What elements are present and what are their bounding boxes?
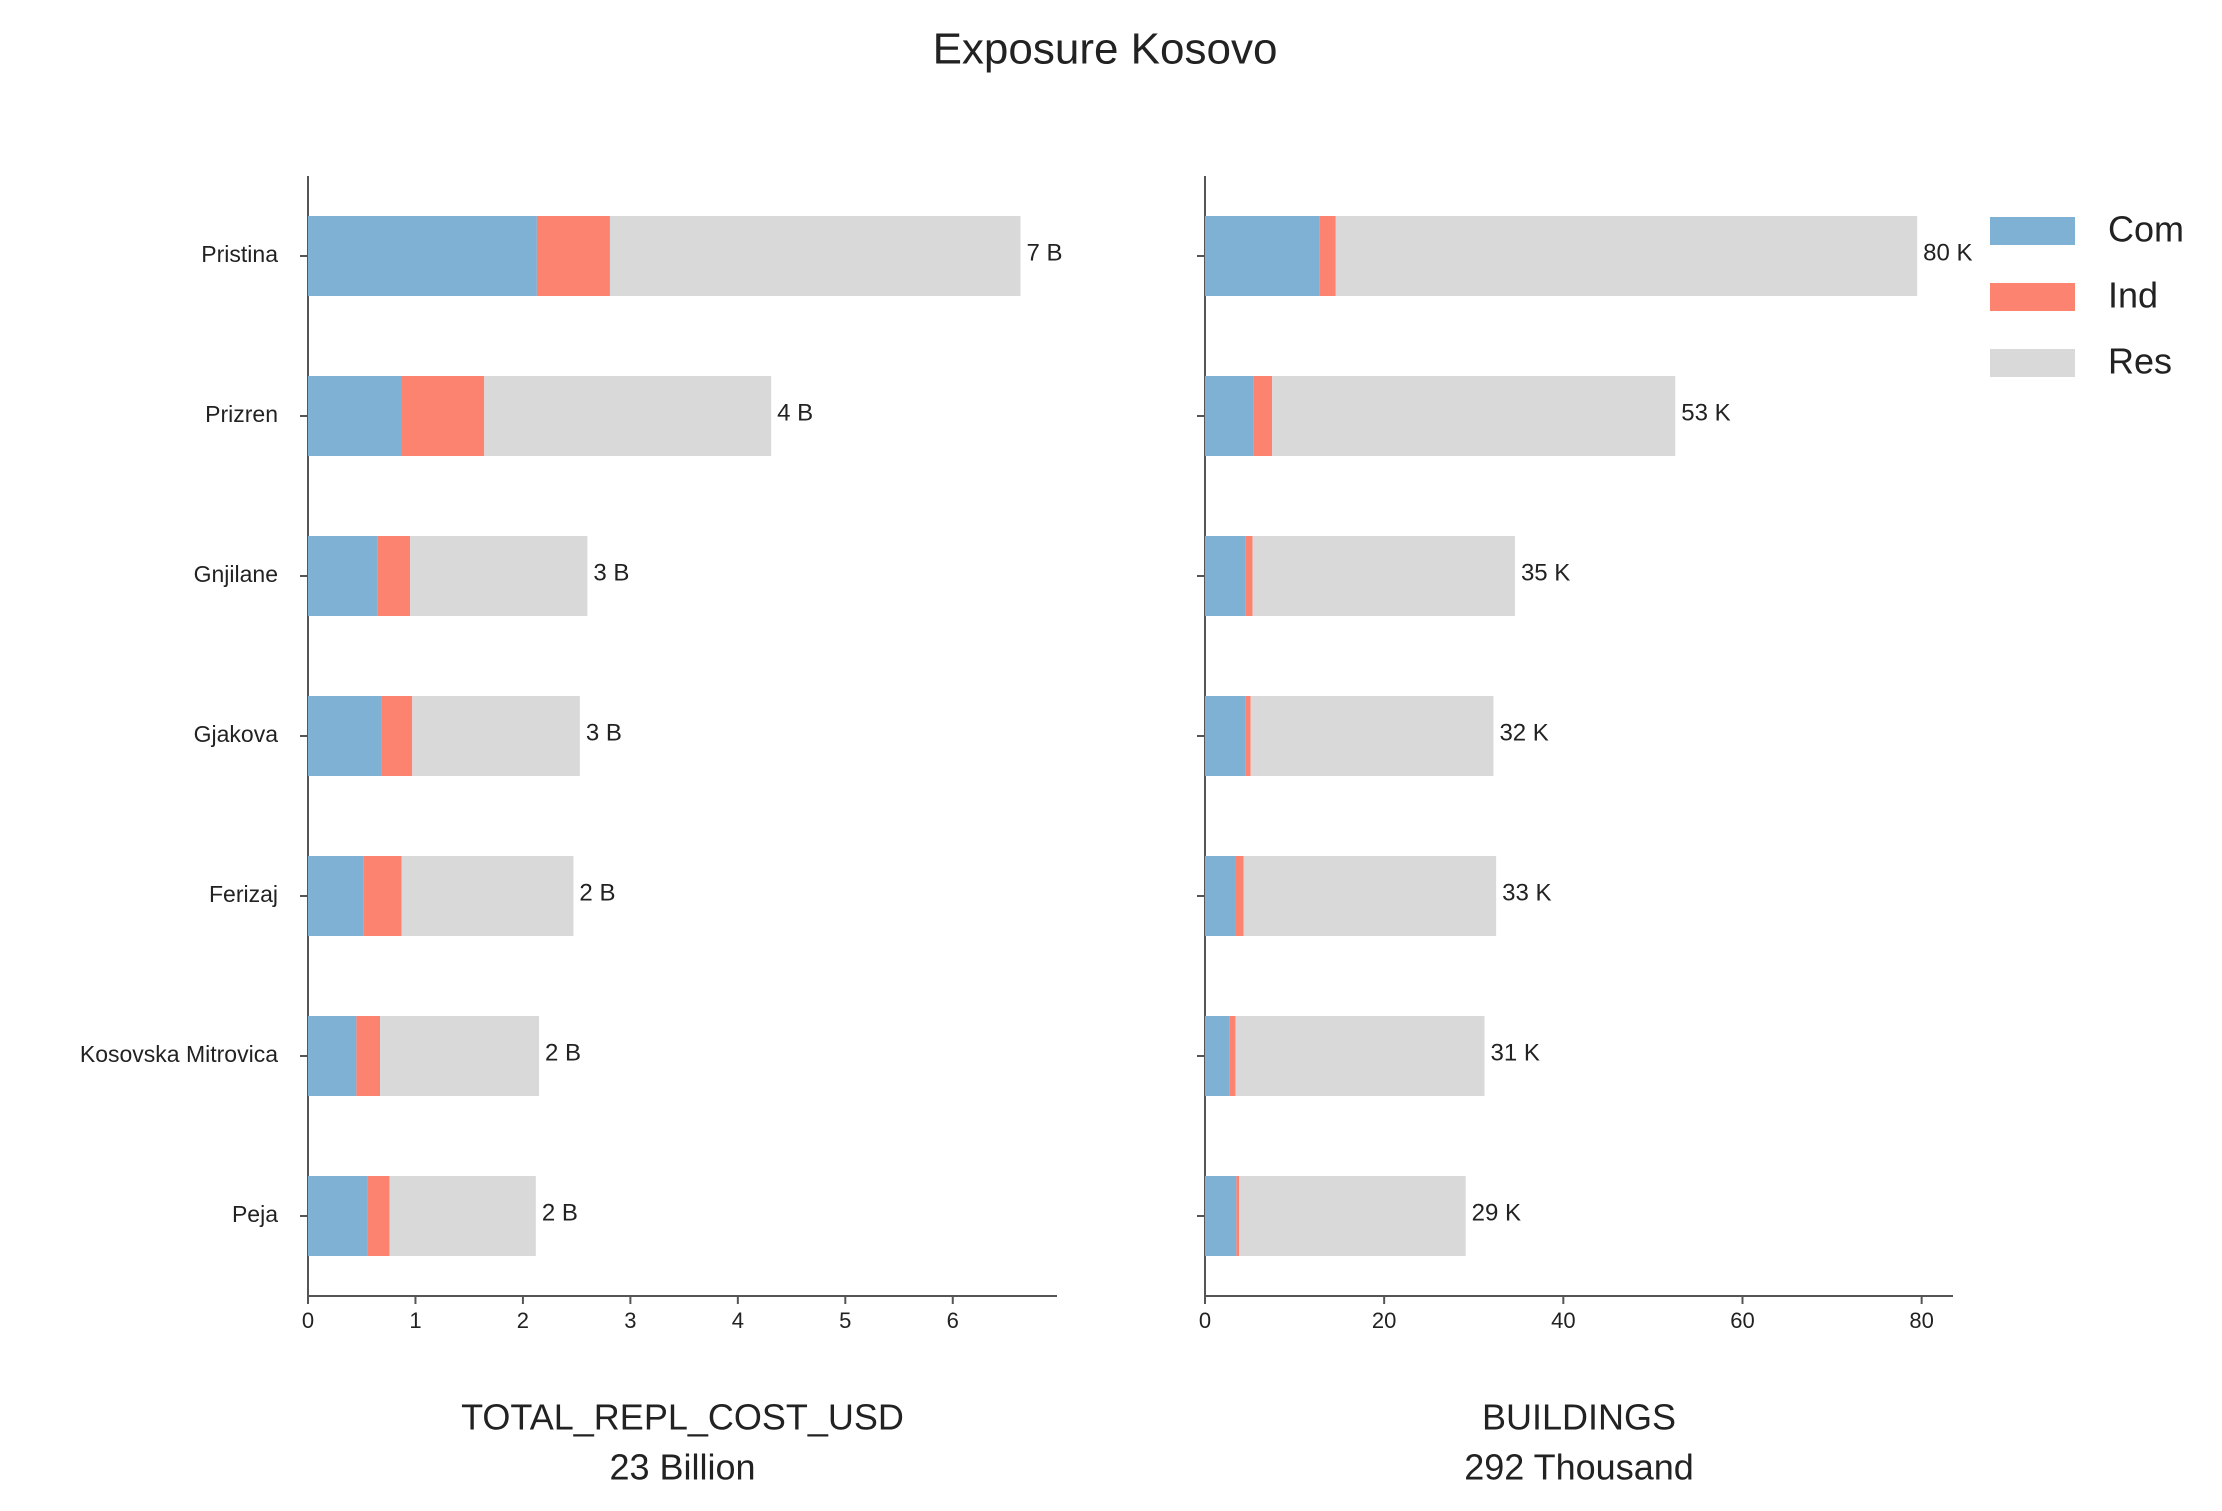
bar-segment bbox=[1205, 696, 1246, 776]
total-label: 53 K bbox=[1681, 399, 1730, 426]
legend-label: Res bbox=[2108, 341, 2172, 382]
bar-segment bbox=[536, 216, 610, 296]
total-label: 33 K bbox=[1502, 879, 1551, 906]
bar-segment bbox=[1205, 1176, 1237, 1256]
bar-segment bbox=[410, 536, 588, 616]
bar-segment bbox=[1235, 856, 1244, 936]
bar-segment bbox=[1235, 1016, 1485, 1096]
x-axis-total: 23 Billion bbox=[609, 1447, 755, 1488]
x-tick-label: 0 bbox=[1199, 1308, 1211, 1333]
bar-segment bbox=[1319, 216, 1336, 296]
x-tick-label: 80 bbox=[1909, 1308, 1933, 1333]
bar-segment bbox=[412, 696, 580, 776]
bar-segment bbox=[308, 216, 537, 296]
legend-swatch bbox=[1990, 217, 2075, 245]
x-axis-label: BUILDINGS bbox=[1482, 1397, 1676, 1438]
legend-swatch bbox=[1990, 349, 2075, 377]
bar-segment bbox=[1245, 536, 1253, 616]
bar-segment bbox=[308, 1016, 357, 1096]
bar-segment bbox=[1253, 376, 1273, 456]
x-tick-label: 20 bbox=[1372, 1308, 1396, 1333]
bar-segment bbox=[363, 856, 402, 936]
x-tick-label: 40 bbox=[1551, 1308, 1575, 1333]
y-tick-label: Kosovska Mitrovica bbox=[80, 1041, 278, 1067]
figure-title: Exposure Kosovo bbox=[933, 25, 1278, 74]
x-tick-label: 3 bbox=[624, 1308, 636, 1333]
bar-segment bbox=[1205, 856, 1236, 936]
x-tick-label: 4 bbox=[732, 1308, 744, 1333]
bar-segment bbox=[379, 1016, 540, 1096]
x-tick-label: 60 bbox=[1730, 1308, 1754, 1333]
bar-segment bbox=[308, 696, 382, 776]
bar-segment bbox=[1335, 216, 1918, 296]
bar-segment bbox=[1245, 696, 1251, 776]
bar-segment bbox=[1205, 216, 1320, 296]
x-tick-label: 1 bbox=[409, 1308, 421, 1333]
total-label: 2 B bbox=[542, 1199, 578, 1226]
total-label: 3 B bbox=[593, 559, 629, 586]
legend-label: Com bbox=[2108, 209, 2184, 250]
total-label: 4 B bbox=[777, 399, 813, 426]
y-tick-label: Gnjilane bbox=[194, 561, 278, 587]
y-tick-label: Peja bbox=[232, 1201, 278, 1227]
bar-segment bbox=[1239, 1176, 1466, 1256]
bar-segment bbox=[401, 376, 485, 456]
bar-segment bbox=[1243, 856, 1497, 936]
bar-segment bbox=[1250, 696, 1494, 776]
x-tick-label: 0 bbox=[302, 1308, 314, 1333]
total-label: 2 B bbox=[579, 879, 615, 906]
bar-segment bbox=[1252, 536, 1515, 616]
bar-segment bbox=[377, 536, 411, 616]
bar-segment bbox=[308, 376, 402, 456]
bar-segment bbox=[401, 856, 574, 936]
bar-segment bbox=[356, 1016, 380, 1096]
total-label: 35 K bbox=[1521, 559, 1570, 586]
total-label: 3 B bbox=[586, 719, 622, 746]
bar-segment bbox=[381, 696, 413, 776]
x-axis-label: TOTAL_REPL_COST_USD bbox=[461, 1397, 904, 1438]
total-label: 7 B bbox=[1026, 239, 1062, 266]
bar-segment bbox=[609, 216, 1021, 296]
x-tick-label: 5 bbox=[839, 1308, 851, 1333]
y-tick-label: Prizren bbox=[205, 401, 278, 427]
bar-segment bbox=[1205, 1016, 1230, 1096]
total-label: 2 B bbox=[545, 1039, 581, 1066]
x-tick-label: 6 bbox=[947, 1308, 959, 1333]
legend-swatch bbox=[1990, 283, 2075, 311]
bar-segment bbox=[367, 1176, 390, 1256]
y-tick-label: Gjakova bbox=[194, 721, 279, 747]
bar-segment bbox=[308, 856, 364, 936]
total-label: 31 K bbox=[1490, 1039, 1539, 1066]
total-label: 80 K bbox=[1923, 239, 1972, 266]
bar-segment bbox=[308, 536, 378, 616]
bar-segment bbox=[1205, 536, 1246, 616]
legend-label: Ind bbox=[2108, 275, 2158, 316]
y-tick-label: Pristina bbox=[201, 241, 278, 267]
bar-segment bbox=[1205, 376, 1254, 456]
bar-segment bbox=[1229, 1016, 1236, 1096]
bar-segment bbox=[389, 1176, 536, 1256]
x-tick-label: 2 bbox=[517, 1308, 529, 1333]
bar-segment bbox=[484, 376, 772, 456]
bar-segment bbox=[308, 1176, 368, 1256]
total-label: 32 K bbox=[1499, 719, 1548, 746]
total-label: 29 K bbox=[1472, 1199, 1521, 1226]
bar-segment bbox=[1236, 1176, 1240, 1256]
x-axis-total: 292 Thousand bbox=[1464, 1447, 1694, 1488]
bar-segment bbox=[1272, 376, 1676, 456]
y-tick-label: Ferizaj bbox=[209, 881, 278, 907]
